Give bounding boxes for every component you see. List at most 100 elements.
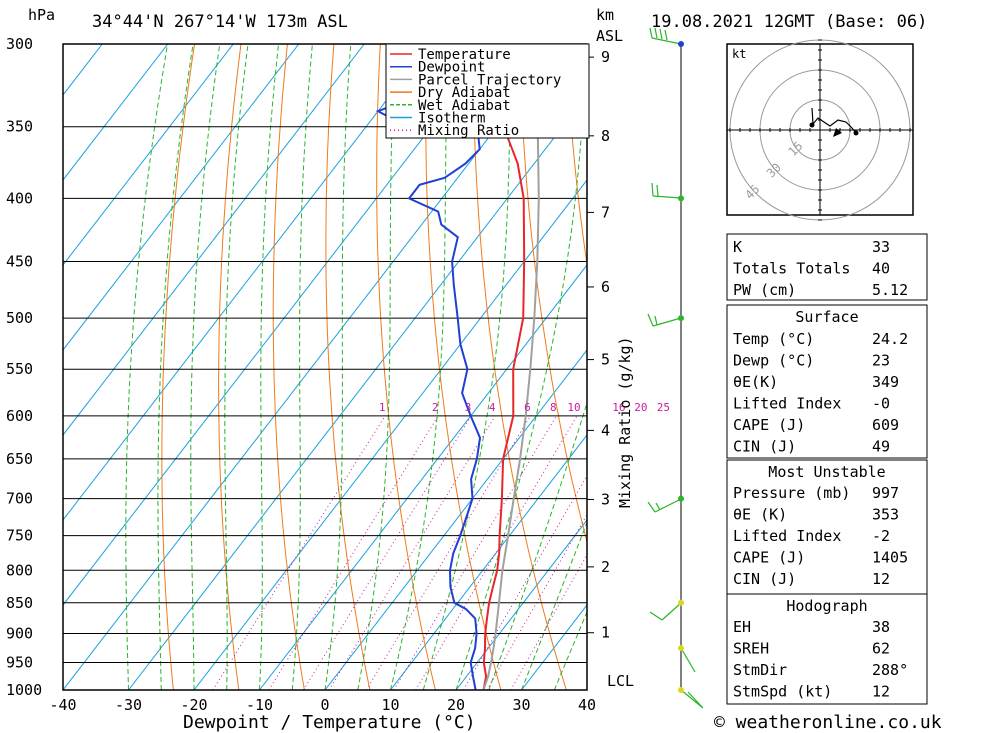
storm-motion-arrow [833, 128, 842, 137]
table-row-label: Lifted Index [733, 395, 841, 413]
height-tick-label: 7 [601, 203, 610, 221]
datetime-title: 19.08.2021 12GMT (Base: 06) [651, 12, 927, 32]
mixing-ratio-label: 3 [465, 401, 472, 414]
dry-adiabat-line [984, 44, 1000, 690]
temperature-tick-label: 20 [447, 696, 465, 714]
dry-adiabat-line [472, 44, 567, 690]
isotherm-line [193, 179, 587, 690]
pressure-tick-label: 600 [6, 407, 33, 425]
isotherm-line [63, 44, 496, 606]
mixing-ratio-label: 10 [567, 401, 580, 414]
table-row-value: 1405 [872, 549, 908, 567]
mixing-ratio-labels: 1 2 3 4 6 8 10 16 20 25 [379, 401, 670, 414]
isotherm-line [63, 44, 300, 351]
height-tick-label: 6 [601, 278, 610, 296]
pressure-tick-label: 300 [6, 35, 33, 53]
pressure-tick-label: 750 [6, 527, 33, 545]
location-title: 34°44'N 267°14'W 173m ASL [92, 12, 348, 32]
wind-barb [649, 602, 682, 621]
plot-frame [62, 43, 588, 691]
pressure-tick-label: 350 [6, 118, 33, 136]
sounding-series [375, 44, 540, 690]
mixing-ratio-label: 8 [550, 401, 557, 414]
legend-label: Isotherm [418, 111, 485, 127]
table-section [726, 593, 928, 705]
pressure-tick-label: 800 [6, 561, 33, 579]
table-row-value: 353 [872, 506, 899, 524]
wind-level-dot [678, 315, 684, 322]
hodograph-start-dot [809, 122, 815, 128]
mixing-ratio-line [328, 415, 496, 690]
table-row-value: 288° [872, 661, 908, 679]
mixing-ratio-label: 20 [634, 401, 647, 414]
wind-level-dot [678, 195, 684, 202]
isobars [63, 44, 587, 690]
mixing-ratio-label: 4 [489, 401, 496, 414]
dry-adiabat-line [938, 44, 1000, 690]
x-axis-label: Dewpoint / Temperature (°C) [183, 712, 476, 733]
temperature-tick-label: -10 [246, 696, 273, 714]
legend-label: Mixing Ratio [418, 123, 519, 139]
pressure-unit: hPa [28, 6, 55, 24]
table-row-label: CIN (J) [733, 438, 796, 456]
mixing-ratio-label: 2 [432, 401, 439, 414]
wind-profile [647, 27, 704, 709]
right-axis-label: Mixing Ratio (g/kg) [616, 336, 634, 508]
table-row-label: PW (cm) [733, 281, 796, 299]
mixing-ratio-line [212, 415, 386, 690]
wet-adiabat-line [324, 44, 352, 690]
height-tick-label: 8 [601, 127, 610, 145]
isotherm-line [63, 44, 562, 690]
table-row-label: CIN (J) [733, 570, 796, 588]
pressure-tick-label: 850 [6, 594, 33, 612]
km-unit: km [596, 6, 614, 24]
dry-adiabat-line [376, 44, 436, 690]
mixing-ratio-line [510, 553, 587, 690]
table-row-label: StmDir [733, 661, 787, 679]
pressure-tick-labels: 300 350 400 450 500 550 600 650 700 750 800 850 900 9… [6, 35, 42, 699]
table-row-label: StmSpd (kt) [733, 683, 832, 701]
wind-level-dot [678, 645, 684, 652]
mixing-ratio-line [415, 415, 578, 690]
pressure-tick-label: 1000 [6, 681, 42, 699]
table-row-value: -0 [872, 395, 890, 413]
isotherm-line [128, 94, 587, 690]
table-row-value: 24.2 [872, 330, 908, 348]
indices-table: K 33 Totals Totals 40 PW (cm) 5.12 Surface Temp… [726, 233, 928, 705]
table-section [726, 304, 928, 459]
legend-label: Dewpoint [418, 60, 485, 76]
dry-adiabat-line [425, 44, 502, 690]
legend-label: Parcel Trajectory [418, 72, 561, 88]
mixing-ratio-line [268, 415, 439, 690]
wet-adiabat-line [224, 44, 249, 690]
hodograph-end-dot [853, 130, 859, 136]
wind-barb [647, 313, 682, 327]
table-row-label: SREH [733, 640, 769, 658]
temperature-tick-label: 40 [578, 696, 596, 714]
table-row-label: EH [733, 618, 751, 636]
wind-barb [651, 182, 682, 199]
wind-level-dot [678, 687, 684, 693]
wind-barb [649, 27, 682, 45]
hodograph-unit: kt [732, 47, 746, 61]
table-section [726, 233, 928, 301]
wind-level-dot [678, 599, 684, 606]
table-row-label: θE(K) [733, 373, 778, 391]
isotherm-line [455, 519, 587, 690]
isotherm-line [324, 349, 587, 690]
legend-box [385, 43, 590, 139]
dry-adiabat-line [325, 44, 371, 690]
wet-adiabat-line [125, 44, 169, 690]
mixing-ratio-label: 16 [612, 401, 625, 414]
height-tick-label: 2 [601, 558, 610, 576]
temperature-tick-label: 30 [512, 696, 530, 714]
pressure-tick-label: 400 [6, 189, 33, 207]
table-row-value: 997 [872, 484, 899, 502]
table-row-value: 349 [872, 373, 899, 391]
temperature-tick-labels: -40 -30 -20 -10 0 10 20 30 40 [49, 696, 596, 714]
temperature-tick-label: 0 [320, 696, 329, 714]
wet-adiabat-line [190, 44, 221, 690]
km-asl: ASL [596, 27, 623, 45]
wind-level-dot [678, 41, 684, 47]
wet-adiabat-line [157, 44, 194, 690]
